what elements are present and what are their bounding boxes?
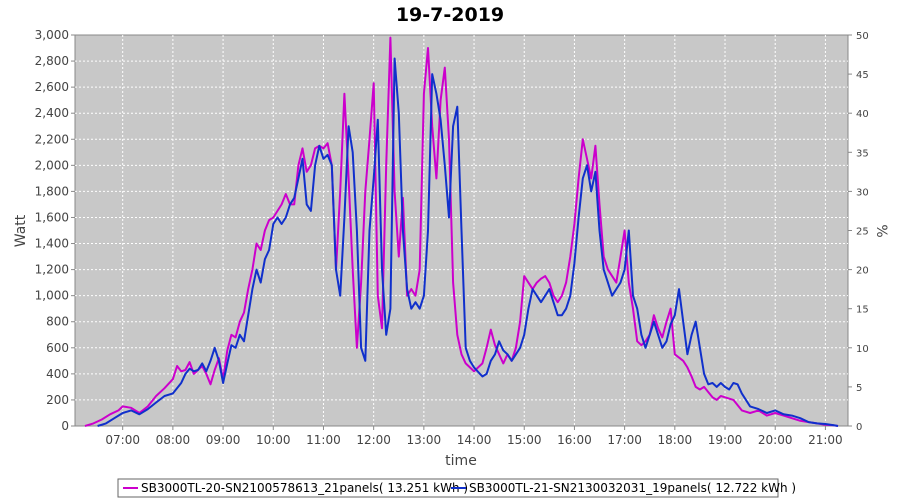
- y-tick-label: 1,600: [35, 210, 69, 224]
- x-tick-label: 17:00: [607, 433, 642, 447]
- y-tick-label: 1,000: [35, 289, 69, 303]
- y2-tick-label: 30: [856, 187, 869, 198]
- y2-tick-label: 10: [856, 344, 869, 355]
- y-tick-label: 1,800: [35, 184, 69, 198]
- x-tick-label: 08:00: [156, 433, 191, 447]
- y-tick-label: 1,400: [35, 237, 69, 251]
- y-tick-label: 0: [61, 419, 69, 433]
- y-axis: 0 200 400 600 800 1,000 1,200 1,400 1,600 1,800 2,…: [35, 28, 75, 433]
- x-tick-label: 10:00: [256, 433, 291, 447]
- series-lines: [84, 36, 839, 427]
- x-axis: 07:00 08:00 09:00 10:00 11:00 12:00 13:00 14:00…: [105, 426, 843, 447]
- legend: SB3000TL-20-SN2100578613_21panels( 13.25…: [117, 478, 796, 498]
- y-tick-label: 1,200: [35, 263, 69, 277]
- series-line-2: [97, 57, 839, 427]
- y-tick-label: 600: [46, 341, 69, 355]
- y-tick-label: 2,400: [35, 106, 69, 120]
- y2-axis-label: %: [873, 224, 889, 237]
- y2-tick-label: 0: [856, 422, 862, 433]
- x-axis-label: time: [445, 453, 477, 469]
- y2-axis: 0 5 10 15 20 25 30 35 40 45 50: [848, 31, 869, 433]
- x-tick-label: 14:00: [457, 433, 492, 447]
- chart-title: 19-7-2019: [396, 4, 504, 26]
- x-tick-label: 09:00: [206, 433, 241, 447]
- legend-entry-1: SB3000TL-20-SN2100578613_21panels( 13.25…: [141, 481, 468, 495]
- legend-entry-2: SB3000TL-21-SN2130032031_19panels( 12.72…: [469, 481, 796, 495]
- y2-tick-label: 20: [856, 266, 869, 277]
- y-tick-label: 400: [46, 367, 69, 381]
- x-tick-label: 13:00: [407, 433, 442, 447]
- y-tick-label: 2,200: [35, 132, 69, 146]
- y2-tick-label: 40: [856, 109, 869, 120]
- x-tick-label: 07:00: [105, 433, 140, 447]
- y2-tick-label: 50: [856, 31, 869, 42]
- y2-tick-label: 35: [856, 148, 869, 159]
- x-tick-label: 12:00: [356, 433, 391, 447]
- y2-tick-label: 5: [856, 383, 862, 394]
- y2-tick-label: 25: [856, 227, 869, 238]
- x-tick-label: 21:00: [808, 433, 843, 447]
- y2-tick-label: 15: [856, 305, 869, 316]
- x-tick-label: 20:00: [758, 433, 793, 447]
- y-axis-label: Watt: [13, 214, 29, 247]
- legend-box: [117, 478, 779, 498]
- x-tick-label: 16:00: [557, 433, 592, 447]
- y-tick-label: 2,600: [35, 80, 69, 94]
- x-tick-label: 19:00: [708, 433, 743, 447]
- y-tick-label: 3,000: [35, 28, 69, 42]
- y-tick-label: 200: [46, 393, 69, 407]
- x-tick-label: 15:00: [507, 433, 542, 447]
- x-tick-label: 11:00: [306, 433, 341, 447]
- y2-tick-label: 45: [856, 70, 869, 81]
- y-tick-label: 2,000: [35, 158, 69, 172]
- x-tick-label: 18:00: [658, 433, 693, 447]
- y-tick-label: 2,800: [35, 54, 69, 68]
- series-line-1: [84, 36, 839, 427]
- grid-lines: [75, 35, 848, 426]
- y-tick-label: 800: [46, 315, 69, 329]
